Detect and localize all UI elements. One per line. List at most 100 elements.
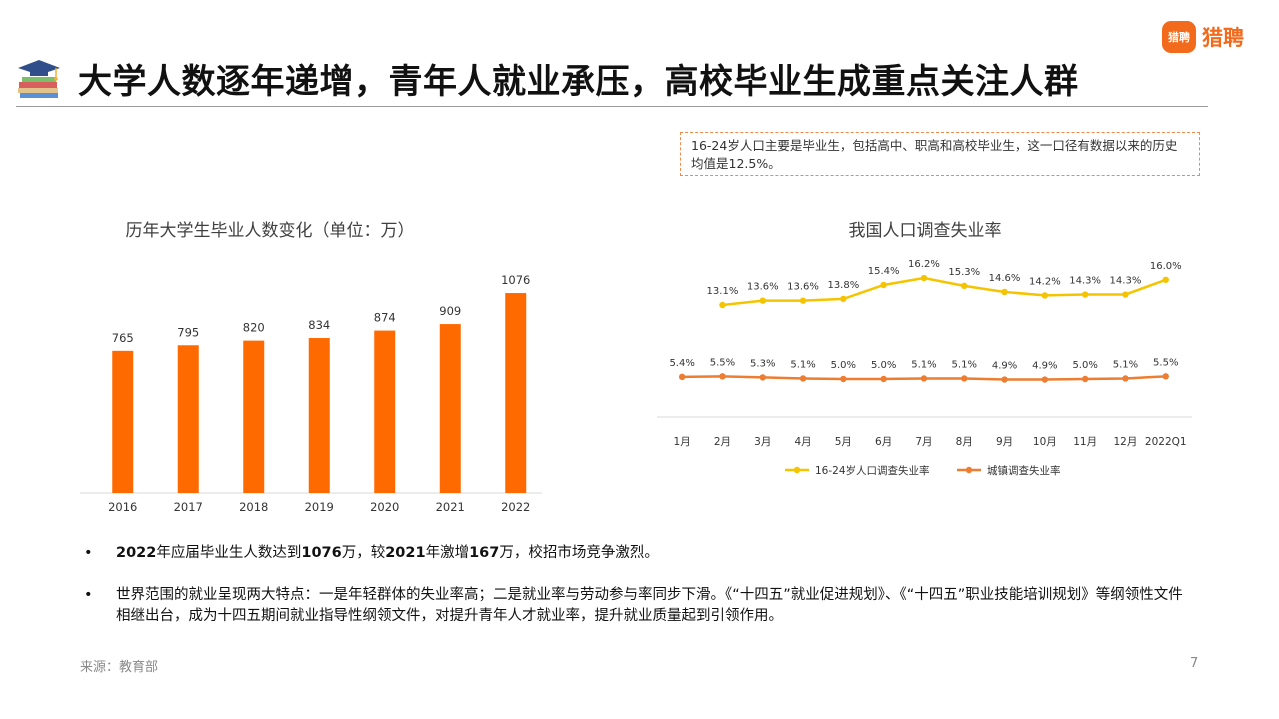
x-tick-label: 2022Q1	[1145, 436, 1187, 448]
data-label: 5.5%	[1153, 357, 1178, 368]
data-label: 909	[439, 304, 461, 318]
data-label: 5.3%	[750, 358, 775, 369]
data-label: 5.0%	[871, 360, 896, 371]
data-point	[759, 374, 766, 381]
chart-title: 我国人口调查失业率	[849, 221, 1002, 241]
data-label: 5.1%	[911, 359, 936, 370]
data-point	[961, 282, 968, 290]
brand-name: 猎聘	[1202, 26, 1244, 50]
data-point	[840, 375, 847, 383]
data-label: 5.1%	[1113, 359, 1138, 370]
x-tick-label: 12月	[1114, 436, 1138, 448]
data-point	[1001, 288, 1008, 296]
graduates-bar-chart: 历年大学生毕业人数变化（单位：万） 765 2016 795 2017 820 2018 83…	[80, 221, 542, 514]
data-point	[1081, 375, 1089, 383]
data-point	[920, 274, 928, 282]
data-label: 795	[177, 325, 199, 339]
data-point	[678, 373, 686, 381]
unemployment-line-chart: 我国人口调查失业率 1月 2月 3月 4月 5月 6月 7月 8月 9月 10月 11月 12月 2022…	[657, 221, 1192, 477]
data-label: 4.9%	[992, 361, 1017, 372]
data-label: 5.0%	[1072, 360, 1097, 371]
data-point	[719, 373, 726, 380]
bar	[243, 340, 265, 493]
x-tick-label: 2020	[370, 500, 399, 514]
brand-badge: 猎聘	[1162, 21, 1196, 53]
data-point	[1162, 373, 1169, 380]
data-point	[840, 295, 847, 303]
data-label: 5.1%	[790, 359, 815, 370]
data-point	[1041, 292, 1049, 299]
x-tick-label: 8月	[956, 436, 973, 448]
data-label: 4.9%	[1032, 361, 1057, 372]
data-label: 13.1%	[707, 286, 739, 297]
data-label: 765	[112, 331, 134, 345]
data-label: 15.4%	[868, 266, 900, 277]
bar	[177, 345, 199, 493]
x-tick-label: 2017	[174, 500, 203, 514]
data-point	[799, 375, 807, 382]
data-point	[961, 375, 968, 382]
x-tick-label: 7月	[915, 436, 932, 448]
x-tick-label: 2018	[239, 500, 268, 514]
x-tick-label: 9月	[996, 436, 1013, 448]
data-point	[1162, 276, 1169, 283]
x-tick-label: 2月	[714, 436, 731, 448]
data-point	[1041, 376, 1049, 383]
bar	[112, 350, 134, 493]
x-tick-label: 2021	[436, 500, 465, 514]
data-label: 14.2%	[1029, 276, 1061, 287]
bar	[308, 338, 330, 493]
x-tick-label: 10月	[1033, 436, 1057, 448]
data-label: 874	[374, 311, 396, 325]
data-label: 1076	[501, 273, 530, 287]
x-tick-label: 5月	[835, 436, 852, 448]
x-tick-label: 4月	[794, 436, 811, 448]
legend-label: 城镇调查失业率	[987, 464, 1061, 477]
x-tick-label: 3月	[754, 436, 771, 448]
data-label: 834	[308, 318, 330, 332]
data-label: 13.6%	[787, 282, 819, 293]
data-point	[1122, 375, 1129, 382]
page-number: 7	[1190, 656, 1199, 671]
data-point	[1122, 291, 1129, 298]
data-point	[880, 281, 887, 289]
data-label: 820	[243, 321, 265, 335]
data-point	[1001, 376, 1008, 383]
callout-note: 16-24岁人口主要是毕业生，包括高中、职高和高校毕业生，这一口径有数据以来的历…	[680, 132, 1200, 176]
data-point	[880, 375, 887, 383]
bar	[505, 293, 527, 493]
x-tick-label: 1月	[674, 436, 691, 448]
bar	[374, 330, 396, 493]
data-point	[920, 375, 928, 382]
page-title: 大学人数逐年递增，青年人就业承压，高校毕业生成重点关注人群	[78, 62, 1079, 102]
data-label: 5.4%	[669, 358, 694, 369]
data-point	[1081, 291, 1089, 298]
data-label: 16.2%	[908, 259, 940, 270]
title-divider	[16, 106, 1208, 107]
legend-marker	[793, 466, 801, 474]
legend-label: 16-24岁人口调查失业率	[815, 464, 930, 477]
bullet-marker: •	[84, 587, 93, 603]
brand-logo: 猎聘 猎聘	[1162, 20, 1244, 54]
bullet-text: 世界范围的就业呈现两大特点：一是年轻群体的失业率高；二是就业率与劳动参与率同步下…	[116, 587, 1183, 624]
series-line	[722, 276, 1167, 307]
data-label: 14.6%	[989, 273, 1021, 284]
x-tick-label: 6月	[875, 436, 892, 448]
data-label: 13.8%	[827, 280, 859, 291]
chart-title: 历年大学生毕业人数变化（单位：万）	[126, 221, 415, 241]
data-label: 16.0%	[1150, 261, 1182, 272]
legend-marker	[965, 466, 973, 474]
data-label: 5.0%	[831, 360, 856, 371]
bullet-text: 2022年应届毕业生人数达到1076万，较2021年激增167万，校招市场竞争激…	[116, 545, 659, 561]
x-tick-label: 11月	[1073, 436, 1097, 448]
data-point	[759, 297, 766, 304]
callout-text: 16-24岁人口主要是毕业生，包括高中、职高和高校毕业生，这一口径有数据以来的历…	[691, 138, 1178, 171]
x-tick-label: 2022	[501, 500, 530, 514]
x-tick-label: 2016	[108, 500, 137, 514]
x-tick-label: 2019	[305, 500, 334, 514]
data-label: 14.3%	[1110, 276, 1142, 287]
data-label: 5.5%	[710, 357, 735, 368]
data-label: 13.6%	[747, 282, 779, 293]
graduation-cap-books-icon	[16, 58, 62, 102]
data-label: 5.1%	[952, 359, 977, 370]
